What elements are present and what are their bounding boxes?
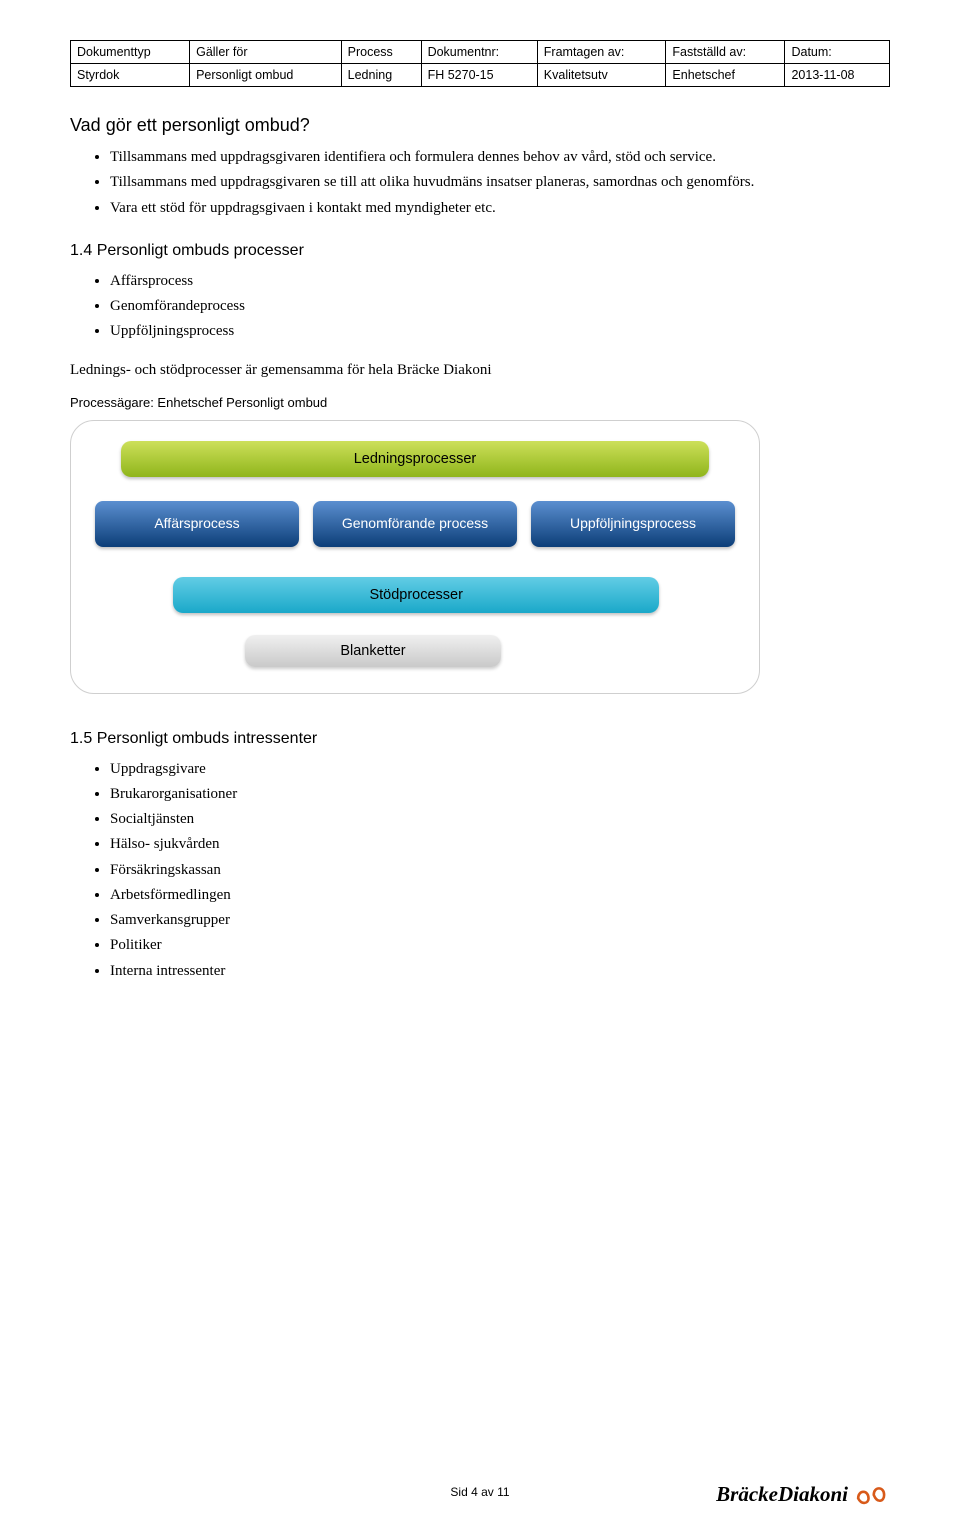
meta-h4: Framtagen av: xyxy=(537,41,666,64)
section-1-title: Vad gör ett personligt ombud? xyxy=(70,115,890,136)
ledningsprocesser-bar: Ledningsprocesser xyxy=(121,441,710,477)
meta-v4: Kvalitetsutv xyxy=(537,64,666,87)
list-item: Socialtjänsten xyxy=(110,808,890,831)
section-3-list: Uppdragsgivare Brukarorganisationer Soci… xyxy=(110,758,890,983)
stodprocesser-bar: Stödprocesser xyxy=(173,577,659,613)
meta-v2: Ledning xyxy=(341,64,421,87)
list-item: Genomförandeprocess xyxy=(110,295,890,318)
brand-logo: BräckeDiakoni xyxy=(716,1481,890,1507)
list-item: Samverkansgrupper xyxy=(110,909,890,932)
list-item: Försäkringskassan xyxy=(110,859,890,882)
list-item: Uppföljningsprocess xyxy=(110,320,890,343)
uppfoljningsprocess-box: Uppföljningsprocess xyxy=(531,501,735,547)
blanketter-bar: Blanketter xyxy=(245,635,501,667)
section-3-title: 1.5 Personligt ombuds intressenter xyxy=(70,730,890,748)
list-item: Brukarorganisationer xyxy=(110,783,890,806)
meta-h3: Dokumentnr: xyxy=(421,41,537,64)
section-2-list: Affärsprocess Genomförandeprocess Uppföl… xyxy=(110,270,890,344)
list-item: Interna intressenter xyxy=(110,960,890,983)
meta-h6: Datum: xyxy=(785,41,890,64)
list-item: Affärsprocess xyxy=(110,270,890,293)
meta-v0: Styrdok xyxy=(71,64,190,87)
doc-meta-table: Dokumenttyp Gäller för Process Dokumentn… xyxy=(70,40,890,87)
meta-h5: Fastställd av: xyxy=(666,41,785,64)
list-item: Tillsammans med uppdragsgivaren se till … xyxy=(110,171,890,194)
genomforandeprocess-box: Genomförande process xyxy=(313,501,517,547)
list-item: Uppdragsgivare xyxy=(110,758,890,781)
meta-h1: Gäller för xyxy=(190,41,342,64)
list-item: Vara ett stöd för uppdragsgivaen i konta… xyxy=(110,197,890,220)
meta-v5: Enhetschef xyxy=(666,64,785,87)
section-2-title: 1.4 Personligt ombuds processer xyxy=(70,242,890,260)
list-item: Hälso- sjukvården xyxy=(110,833,890,856)
meta-v1: Personligt ombud xyxy=(190,64,342,87)
meta-v3: FH 5270-15 xyxy=(421,64,537,87)
list-item: Arbetsförmedlingen xyxy=(110,884,890,907)
affarsprocess-box: Affärsprocess xyxy=(95,501,299,547)
meta-v6: 2013-11-08 xyxy=(785,64,890,87)
meta-h0: Dokumenttyp xyxy=(71,41,190,64)
brand-logo-text: BräckeDiakoni xyxy=(716,1482,848,1507)
section-2-after: Lednings- och stödprocesser är gemensamm… xyxy=(70,362,890,379)
section-1-list: Tillsammans med uppdragsgivaren identifi… xyxy=(110,146,890,220)
interlock-icon xyxy=(854,1481,890,1507)
process-owner-label: Processägare: Enhetschef Personligt ombu… xyxy=(70,395,890,410)
meta-h2: Process xyxy=(341,41,421,64)
process-diagram: Ledningsprocesser Affärsprocess Genomför… xyxy=(70,420,760,694)
list-item: Tillsammans med uppdragsgivaren identifi… xyxy=(110,146,890,169)
list-item: Politiker xyxy=(110,934,890,957)
